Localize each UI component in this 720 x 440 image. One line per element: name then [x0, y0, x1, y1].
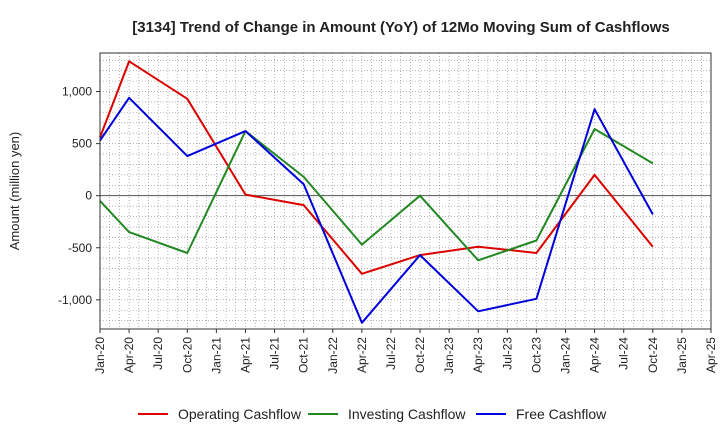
chart-title: [3134] Trend of Change in Amount (YoY) o…: [132, 19, 670, 36]
x-tick-label: Apr-21: [238, 337, 252, 373]
series-line-free-cashflow: [99, 96, 654, 324]
y-tick-label: 0: [85, 189, 92, 203]
grid: [100, 53, 711, 329]
x-tick-label: Oct-20: [180, 337, 194, 373]
x-tick-label: Jul-24: [617, 337, 631, 370]
legend-label-free-cashflow: Free Cashflow: [516, 406, 607, 422]
tick-labels: -1,000 -500 0 500 1,000 Jan-20 Apr-20 Jul-20 Oct…: [58, 85, 718, 374]
x-tick-label: Jan-21: [209, 337, 223, 374]
series-group: [99, 60, 654, 324]
x-tick-label: Oct-21: [297, 337, 311, 373]
plot-frame: [99, 52, 712, 330]
x-tick-label: Jul-20: [151, 337, 165, 370]
x-tick-label: Apr-22: [355, 337, 369, 373]
series-line-investing-cashflow: [99, 128, 654, 262]
x-tick-label: Oct-22: [413, 337, 427, 373]
y-tick-label: -500: [68, 241, 92, 255]
x-tick-label: Jan-24: [559, 337, 573, 374]
x-tick-label: Apr-25: [704, 337, 718, 373]
x-tick-label: Apr-23: [471, 337, 485, 373]
x-tick-label: Oct-24: [646, 337, 660, 373]
x-tick-label: Jul-22: [384, 337, 398, 370]
legend-label-operating-cashflow: Operating Cashflow: [178, 406, 302, 422]
y-axis-label: Amount (million yen): [7, 132, 22, 251]
legend-label-investing-cashflow: Investing Cashflow: [348, 406, 466, 422]
x-tick-label: Jan-23: [442, 337, 456, 374]
y-tick-label: 1,000: [62, 85, 92, 99]
series-line-operating-cashflow: [99, 60, 654, 275]
x-tick-label: Jan-25: [675, 337, 689, 374]
y-tick-label: -1,000: [58, 293, 92, 307]
legend: Operating Cashflow Investing Cashflow Free…: [138, 406, 607, 422]
x-tick-label: Jul-21: [268, 337, 282, 370]
x-tick-label: Jan-20: [93, 337, 107, 374]
x-tick-label: Oct-23: [529, 337, 543, 373]
y-tick-label: 500: [72, 137, 92, 151]
x-tick-label: Jan-22: [326, 337, 340, 374]
x-tick-label: Apr-20: [122, 337, 136, 373]
x-tick-label: Apr-24: [588, 337, 602, 373]
x-tick-label: Jul-23: [500, 337, 514, 370]
